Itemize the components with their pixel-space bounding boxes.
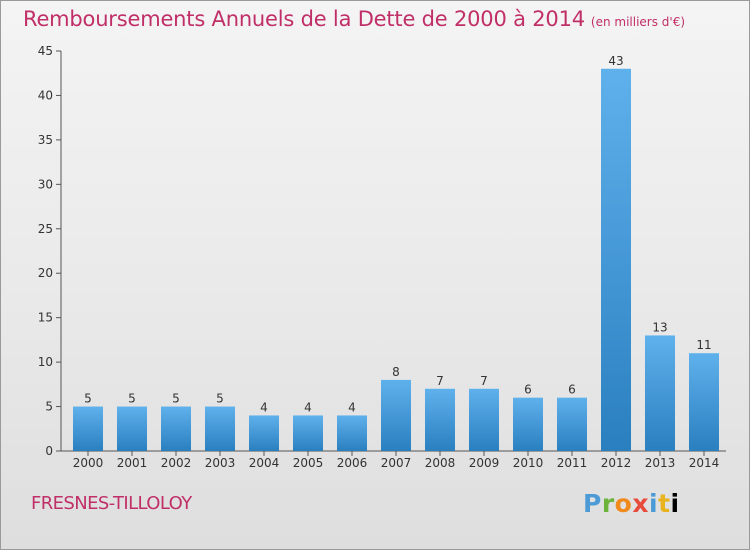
bar [601, 68, 631, 452]
y-tick-label: 10 [38, 355, 53, 369]
bar-value-label: 11 [696, 338, 711, 352]
value-labels: 5 5 5 5 4 4 4 8 7 7 6 6 43 13 11 [84, 54, 711, 415]
y-tick-label: 30 [38, 177, 53, 191]
bar-value-label: 13 [652, 320, 667, 334]
bar-value-label: 5 [172, 392, 180, 406]
chart-title: Remboursements Annuels de la Dette de 20… [23, 7, 685, 39]
x-tick-label: 2012 [601, 456, 632, 470]
logo-letter: o [614, 489, 633, 518]
x-tick-label: 2005 [293, 456, 324, 470]
bar-value-label: 4 [304, 400, 312, 414]
bar [645, 335, 675, 451]
title-text: Remboursements Annuels de la Dette de 20… [23, 7, 585, 31]
bar-value-label: 5 [128, 392, 136, 406]
logo-letter: x [632, 489, 649, 518]
x-tick-label: 2004 [249, 456, 280, 470]
bar-value-label: 4 [260, 400, 268, 414]
logo-letter: i [649, 489, 659, 518]
bar [381, 379, 411, 451]
x-tick-label: 2000 [73, 456, 104, 470]
x-tick-label: 2011 [557, 456, 588, 470]
bar [293, 415, 323, 451]
logo-letter: P [583, 489, 602, 518]
bar-value-label: 4 [348, 400, 356, 414]
y-tick-label: 35 [38, 133, 53, 147]
x-tick-label: 2002 [161, 456, 192, 470]
x-tick-label: 2006 [337, 456, 368, 470]
x-tick-label: 2010 [513, 456, 544, 470]
proxiti-logo: Proxiti [583, 489, 680, 518]
bar [205, 406, 235, 451]
bar-value-label: 5 [84, 392, 92, 406]
x-tick-label: 2009 [469, 456, 500, 470]
y-tick-label: 15 [38, 311, 53, 325]
title-unit: (en milliers d'€) [590, 15, 686, 29]
bar [425, 388, 455, 451]
bar-value-label: 7 [480, 374, 488, 388]
bar-value-label: 6 [524, 383, 532, 397]
bar [469, 388, 499, 451]
bar [73, 406, 103, 451]
bar [117, 406, 147, 451]
y-tick-label: 40 [38, 88, 53, 102]
y-tick-label: 5 [45, 400, 53, 414]
logo-letter: i [670, 489, 680, 518]
bar [249, 415, 279, 451]
bar-value-label: 8 [392, 365, 400, 379]
x-tick-label: 2003 [205, 456, 236, 470]
bars [73, 68, 719, 452]
x-tick-label: 2013 [645, 456, 676, 470]
bar-value-label: 5 [216, 392, 224, 406]
x-tick-label: 2007 [381, 456, 412, 470]
bar [337, 415, 367, 451]
x-tick-label: 2008 [425, 456, 456, 470]
x-tick-label: 2014 [689, 456, 720, 470]
bar-value-label: 6 [568, 383, 576, 397]
x-tick-label: 2001 [117, 456, 148, 470]
bar [161, 406, 191, 451]
commune-name: FRESNES-TILLOLOY [31, 493, 192, 514]
y-tick-label: 25 [38, 222, 53, 236]
bar [513, 397, 543, 451]
bar [557, 397, 587, 451]
y-tick-label: 0 [45, 444, 53, 458]
bar [689, 353, 719, 451]
logo-letter: r [601, 489, 615, 518]
bar-value-label: 43 [608, 54, 623, 68]
bar-value-label: 7 [436, 374, 444, 388]
logo-letter: t [658, 489, 671, 518]
y-tick-label: 45 [38, 44, 53, 58]
y-tick-label: 20 [38, 266, 53, 280]
